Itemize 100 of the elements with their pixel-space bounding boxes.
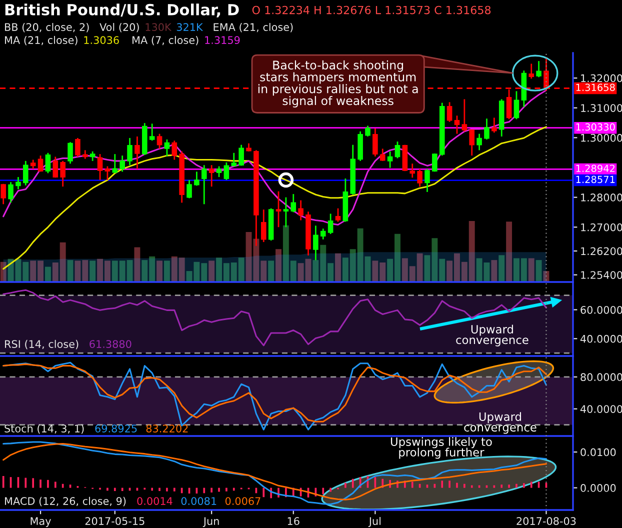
text: BB (20, close, 2) xyxy=(5,22,89,32)
candlestick xyxy=(75,137,80,158)
bar xyxy=(0,262,6,282)
text: EMA (21, close) xyxy=(214,22,293,32)
annotation: Upward convergence xyxy=(456,324,528,346)
y-tick-label: 1.31000 xyxy=(581,104,622,112)
text: 61.3880 xyxy=(90,340,132,348)
x-tick-label: 2017-05-15 xyxy=(85,517,144,526)
candlestick xyxy=(38,154,44,172)
y-tick-label: 1.32000 xyxy=(581,74,622,82)
candlestick xyxy=(462,98,468,132)
bar xyxy=(536,260,542,282)
y-tick-label: 40.0000 xyxy=(580,405,622,413)
candlestick xyxy=(238,144,244,166)
candlestick xyxy=(208,164,214,188)
ref-line-label: 1.28571 xyxy=(576,176,615,184)
candlestick xyxy=(365,125,370,138)
candlestick xyxy=(224,162,230,181)
bar xyxy=(335,253,341,282)
y-tick-label: 0.0100 xyxy=(580,448,616,456)
x-tick-label: May xyxy=(30,517,51,528)
bar xyxy=(67,260,74,282)
text: 69.8925 xyxy=(95,424,137,432)
candlestick xyxy=(231,152,237,167)
text: MA (7, close) xyxy=(132,36,198,46)
bar xyxy=(208,260,215,282)
candlestick xyxy=(290,193,296,213)
text: MACD (12, 26, close, 9) xyxy=(5,496,126,506)
candlestick xyxy=(528,63,534,80)
text: 130K xyxy=(146,23,172,32)
candlestick xyxy=(454,114,460,134)
candlestick xyxy=(380,148,386,162)
candlestick xyxy=(16,176,21,190)
chart-subtitle: O 1.32234 H 1.32676 L 1.31573 C 1.31658 xyxy=(252,6,491,14)
x-tick-label: 16 xyxy=(288,517,300,526)
text: RSI (14, close) xyxy=(5,340,78,350)
bar xyxy=(276,249,282,282)
x-tick-label: 2017-08-03 xyxy=(516,517,576,526)
candlestick xyxy=(186,179,192,199)
annotation: Upswings likely to prolong further xyxy=(390,437,492,459)
annotation: Upward convergence xyxy=(464,412,536,434)
annotation: Back-to-back shooting stars hampers momentum in previous rallies but not a signal of weakness xyxy=(258,60,418,108)
bar xyxy=(44,266,51,282)
series-label: 0.0067 xyxy=(225,497,260,505)
candlestick xyxy=(410,162,416,178)
chart-title: Vol (20) xyxy=(100,22,139,32)
text: 1.3036 xyxy=(84,36,119,44)
candlestick xyxy=(216,166,222,178)
candlestick xyxy=(8,181,14,204)
ref-line-label: 1.30330 xyxy=(576,123,615,131)
candlestick xyxy=(328,213,334,235)
candlestick xyxy=(394,140,400,159)
text: Stoch (14, 3, 1) xyxy=(4,424,84,434)
candlestick xyxy=(335,208,341,222)
candlestick xyxy=(30,159,36,170)
candlestick xyxy=(45,152,51,174)
candlestick xyxy=(492,117,497,134)
y-tick-label: 1.25400 xyxy=(581,271,622,279)
candlestick xyxy=(52,156,58,178)
candlestick xyxy=(514,90,520,120)
series-label: 0.0014 xyxy=(137,497,172,505)
bar xyxy=(506,222,512,282)
candlestick xyxy=(104,166,110,181)
candlestick xyxy=(164,138,170,157)
candlestick xyxy=(149,122,155,142)
candlestick xyxy=(112,153,118,174)
bar xyxy=(498,255,505,282)
y-tick-label: 60.0000 xyxy=(580,306,622,314)
candlestick xyxy=(68,141,73,164)
candlestick xyxy=(134,136,140,170)
candlestick xyxy=(484,118,490,140)
candlestick xyxy=(23,160,28,186)
candlestick xyxy=(60,160,66,188)
candlestick xyxy=(536,60,542,78)
text: 1.3159 xyxy=(205,36,240,44)
candlestick xyxy=(372,128,378,158)
text: MA (21, close) xyxy=(5,36,78,46)
candlestick xyxy=(424,168,430,193)
bar xyxy=(90,260,96,282)
y-tick-label: 40.0000 xyxy=(580,334,622,343)
bar xyxy=(268,260,274,282)
y-tick-label: 1.26200 xyxy=(581,247,622,256)
bar xyxy=(134,247,140,282)
candlestick xyxy=(156,133,162,150)
bar xyxy=(491,260,498,282)
ref-line-label: 1.31658 xyxy=(576,84,615,92)
bar xyxy=(156,260,162,282)
candlestick xyxy=(97,153,103,181)
chart-title: British Pound/U.S. Dollar, D xyxy=(5,4,239,18)
x-tick-label: Jul xyxy=(368,516,380,527)
candlestick xyxy=(417,168,422,188)
candlestick xyxy=(90,150,96,162)
series-label: 83.2202 xyxy=(146,424,188,432)
y-tick-label: 1.30000 xyxy=(581,134,622,142)
candlestick xyxy=(127,137,132,166)
bar xyxy=(164,260,170,282)
candlestick xyxy=(476,133,482,151)
y-tick-label: 1.27000 xyxy=(581,223,622,232)
candlestick xyxy=(194,170,200,186)
bar xyxy=(528,258,534,282)
